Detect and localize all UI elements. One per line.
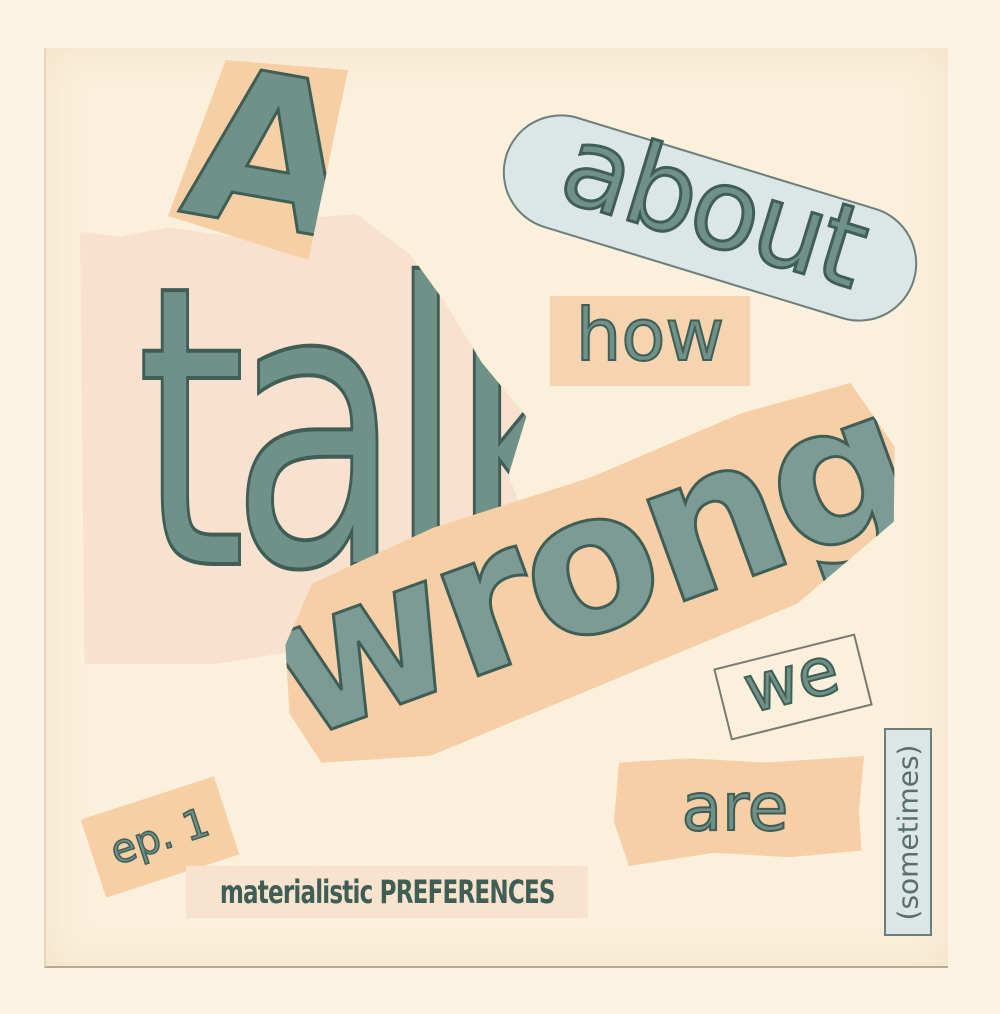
word-sometimes-clipping: (sometimes) bbox=[884, 728, 932, 936]
subtitle: materialistic PREFERENCES bbox=[219, 873, 556, 911]
word-are-clipping: are bbox=[614, 756, 864, 866]
word-how-clipping: how bbox=[550, 292, 750, 386]
word-are: are bbox=[681, 768, 790, 847]
word-sometimes: (sometimes) bbox=[891, 744, 925, 920]
subtitle-clipping: materialistic PREFERENCES bbox=[186, 866, 588, 918]
word-how: how bbox=[575, 292, 726, 378]
episode-label: ep. 1 bbox=[104, 799, 216, 875]
